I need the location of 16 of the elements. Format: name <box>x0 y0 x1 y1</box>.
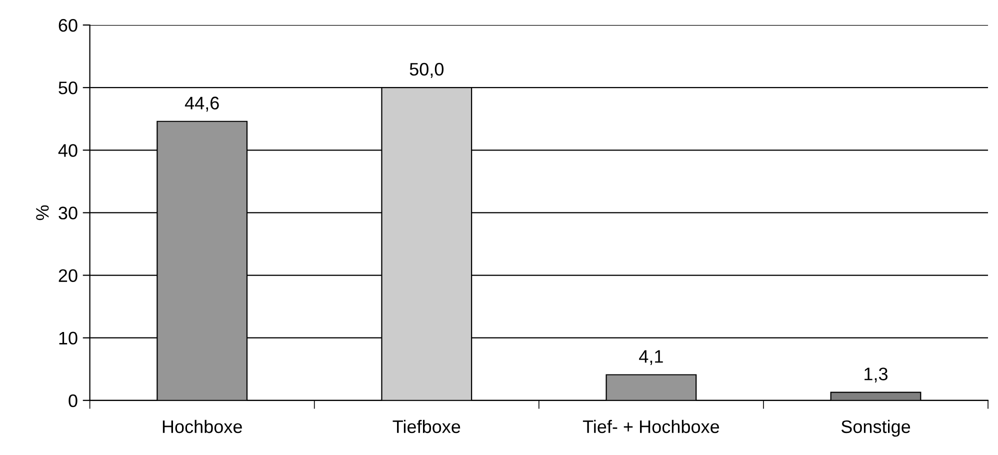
y-tick-label: 30 <box>58 206 78 220</box>
data-label: 44,6 <box>184 96 219 112</box>
y-tick-label: 0 <box>68 394 78 408</box>
data-label: 1,3 <box>864 368 888 382</box>
y-tick-label: 50 <box>58 82 78 94</box>
x-tick-label: Hochboxe <box>162 420 242 434</box>
x-tick-label: Sonstige <box>841 420 910 437</box>
x-tick-label: Tief- + Hochboxe <box>582 420 720 434</box>
x-tick-label: Tiefboxe <box>392 420 460 434</box>
data-label: 4,1 <box>639 350 663 365</box>
data-label: 50,0 <box>410 62 444 78</box>
y-tick-label: 20 <box>58 269 78 282</box>
y-axis-title: % <box>36 205 49 220</box>
y-tick-label: 60 <box>58 18 78 32</box>
y-tick-label: 40 <box>58 144 78 157</box>
y-tick-label: 10 <box>59 332 78 345</box>
